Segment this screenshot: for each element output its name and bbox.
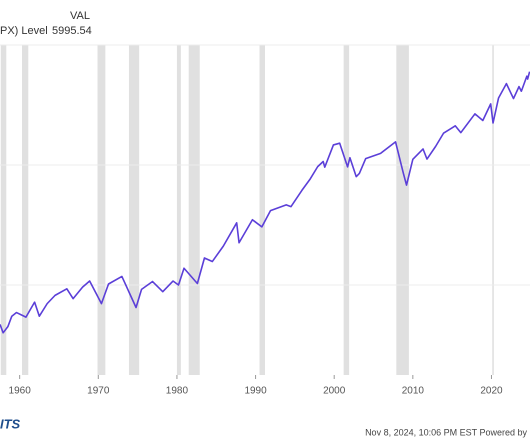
recession-band [97, 45, 106, 375]
recession-band [259, 45, 265, 375]
recession-band [396, 45, 409, 375]
x-tick-label: 2000 [323, 386, 346, 397]
x-tick-label: 2010 [402, 386, 425, 397]
x-tick-label: 1980 [166, 386, 189, 397]
x-tick-label: 2020 [480, 386, 503, 397]
x-tick-label: 1960 [9, 386, 32, 397]
x-tick-label: 1990 [244, 386, 267, 397]
recession-band [176, 45, 181, 375]
legend-header: VAL [70, 10, 90, 22]
recession-band [128, 45, 140, 375]
legend-value: 5995.54 [52, 25, 92, 37]
recession-band [188, 45, 200, 375]
x-tick-label: 1970 [87, 386, 110, 397]
logo: ITS [0, 416, 21, 431]
recession-band [22, 45, 29, 375]
price-line [0, 71, 530, 334]
legend-name: PX) Level [0, 25, 48, 37]
recession-band [0, 45, 7, 375]
recession-band [492, 45, 494, 375]
footer: Nov 8, 2024, 10:06 PM EST Powered by [365, 427, 527, 437]
recession-band [343, 45, 350, 375]
